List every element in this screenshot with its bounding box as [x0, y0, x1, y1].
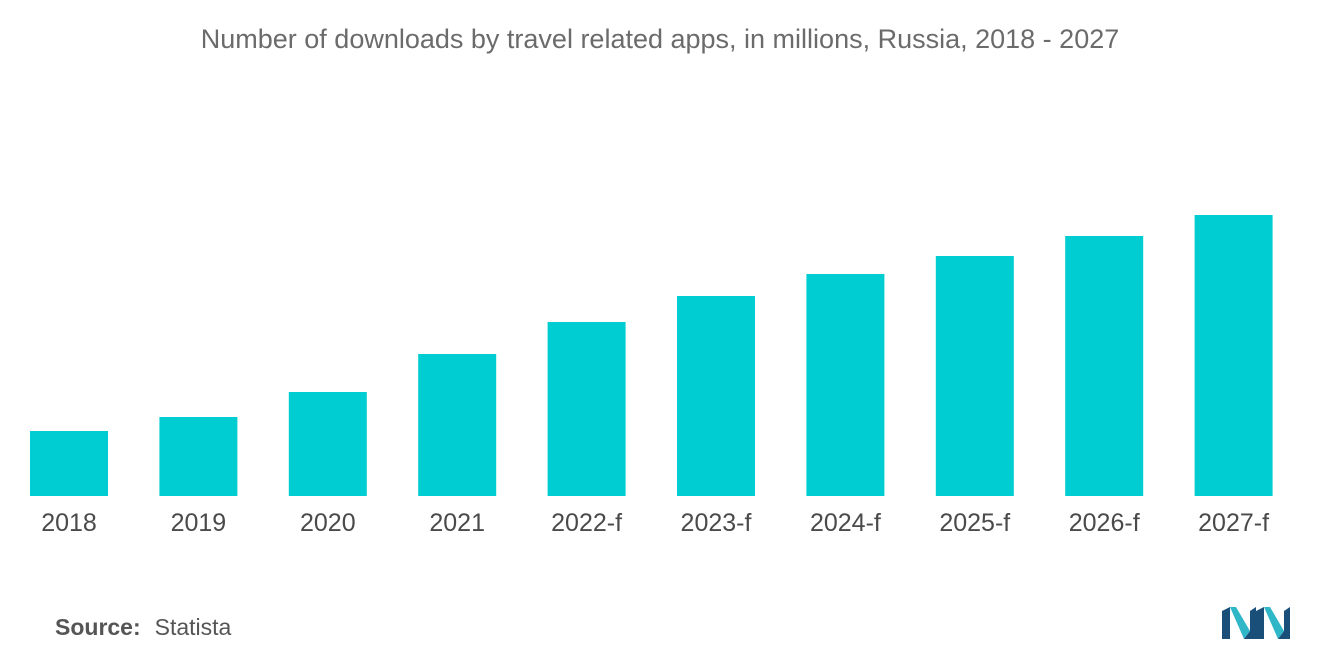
bar-2025-f	[935, 256, 1014, 496]
chart-title: Number of downloads by travel related ap…	[200, 24, 1120, 54]
bar-2020	[288, 392, 367, 496]
bar-2027-f	[1194, 215, 1273, 496]
x-tick-label: 2021	[429, 509, 485, 537]
x-tick-label: 2025-f	[939, 509, 1010, 537]
bar-2019	[159, 417, 238, 496]
source-label: Source:	[55, 614, 141, 640]
bar-2022-f	[547, 322, 626, 496]
x-tick-labels: 2018 2019 2020 2021 2022-f 2023-f 2024-f 2025-f…	[41, 509, 1269, 537]
bar-2026-f	[1065, 236, 1144, 496]
bar-chart: 2018 2019 2020 2021 2022-f 2023-f 2024-f 2025-f…	[30, 215, 1273, 537]
bar-2023-f	[677, 296, 755, 496]
x-tick-label: 2026-f	[1069, 509, 1140, 537]
mordor-logo-icon	[1222, 607, 1290, 639]
bar-2021	[418, 354, 497, 496]
x-tick-label: 2022-f	[551, 509, 622, 537]
source-value: Statista	[154, 614, 232, 640]
source-line: Source: Statista	[55, 614, 231, 641]
x-tick-label: 2020	[300, 509, 356, 537]
bars-group	[30, 215, 1273, 496]
x-tick-label: 2024-f	[810, 509, 881, 537]
bar-2024-f	[806, 274, 885, 496]
x-tick-label: 2027-f	[1198, 509, 1269, 537]
x-tick-label: 2019	[171, 509, 227, 537]
bar-2018	[30, 431, 108, 496]
x-tick-label: 2018	[41, 509, 97, 537]
x-tick-label: 2023-f	[681, 509, 752, 537]
